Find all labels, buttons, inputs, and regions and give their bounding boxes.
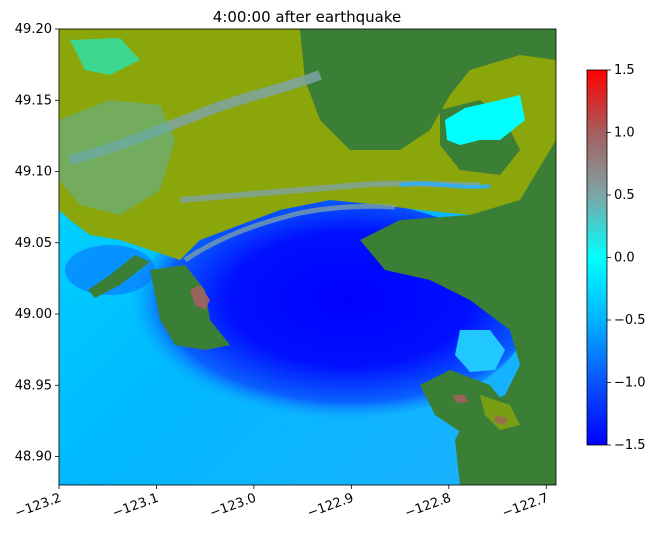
eastern-upland [360, 140, 556, 485]
river-reach-east [399, 181, 491, 189]
x-tick-label: −123.0 [208, 491, 258, 522]
western-spit [88, 255, 150, 298]
colorbar-axis: −1.5 −1.0 −0.5 0.0 0.5 1.0 1.5 [607, 63, 646, 453]
south-inlet-water [455, 330, 505, 372]
y-tick-label: 48.90 [15, 450, 52, 465]
x-tick-label: −123.1 [110, 491, 160, 522]
colorbar-tick-label: 1.5 [614, 63, 635, 78]
heatmap-plot-area [59, 29, 556, 485]
peninsula-lowland [480, 395, 520, 430]
x-tick-label: −122.8 [403, 491, 453, 522]
x-axis: −123.2 −123.1 −123.0 −122.9 −122.8 −122.7 [13, 485, 551, 521]
y-axis: 48.90 48.95 49.00 49.05 49.10 49.15 49.20 [15, 22, 59, 465]
y-tick-label: 49.20 [15, 22, 52, 37]
y-tick-label: 49.10 [15, 165, 52, 180]
x-tick-label: −123.2 [13, 491, 63, 522]
y-tick-label: 49.05 [15, 236, 52, 251]
colorbar-tick-label: −1.5 [614, 438, 646, 453]
northwest-channels [70, 38, 140, 75]
lake-north-east [445, 95, 525, 145]
north-shore-upland [300, 29, 556, 150]
axes-frame [58, 28, 557, 486]
x-tick-label: −122.7 [500, 491, 550, 522]
delta-front [183, 203, 396, 263]
surge-patch-west [190, 285, 210, 310]
flooded-lowland-west [59, 100, 175, 215]
y-tick-label: 49.15 [15, 93, 52, 108]
tsawwassen-point [150, 265, 230, 350]
colorbar-tick-label: 1.0 [614, 126, 635, 141]
surge-patch-south [494, 415, 508, 425]
colorbar-tick-label: 0.5 [614, 188, 635, 203]
southern-peninsula [420, 370, 510, 435]
colorbar-tick-label: 0.0 [614, 251, 635, 266]
colorbar-tick-label: −0.5 [614, 313, 646, 328]
x-tick-label: −122.9 [305, 491, 355, 522]
y-tick-label: 49.00 [15, 307, 52, 322]
chart-title: 4:00:00 after earthquake [213, 8, 401, 26]
colorbar-tick-label: −1.0 [614, 376, 646, 391]
surge-patch-east [453, 395, 468, 403]
colorbar [586, 69, 608, 446]
y-tick-label: 48.95 [15, 378, 52, 393]
